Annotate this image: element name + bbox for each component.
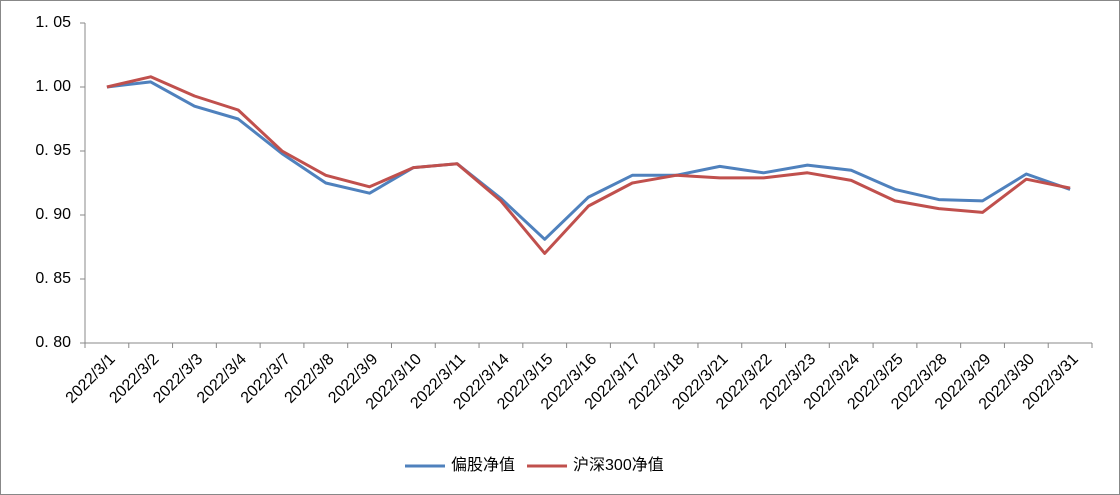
legend-label: 偏股净值 [451, 456, 515, 474]
y-tick-label: 0. 80 [35, 334, 71, 351]
line-series [106, 75, 1071, 255]
y-tick-label: 0. 95 [35, 142, 71, 159]
legend-label: 沪深300净值 [573, 456, 664, 474]
y-tick-label: 0. 85 [35, 270, 71, 287]
y-tick-label: 1. 00 [35, 78, 71, 95]
line-series [106, 80, 1071, 241]
y-tick-label: 0. 90 [35, 206, 71, 223]
y-tick-label: 1. 05 [35, 14, 71, 31]
